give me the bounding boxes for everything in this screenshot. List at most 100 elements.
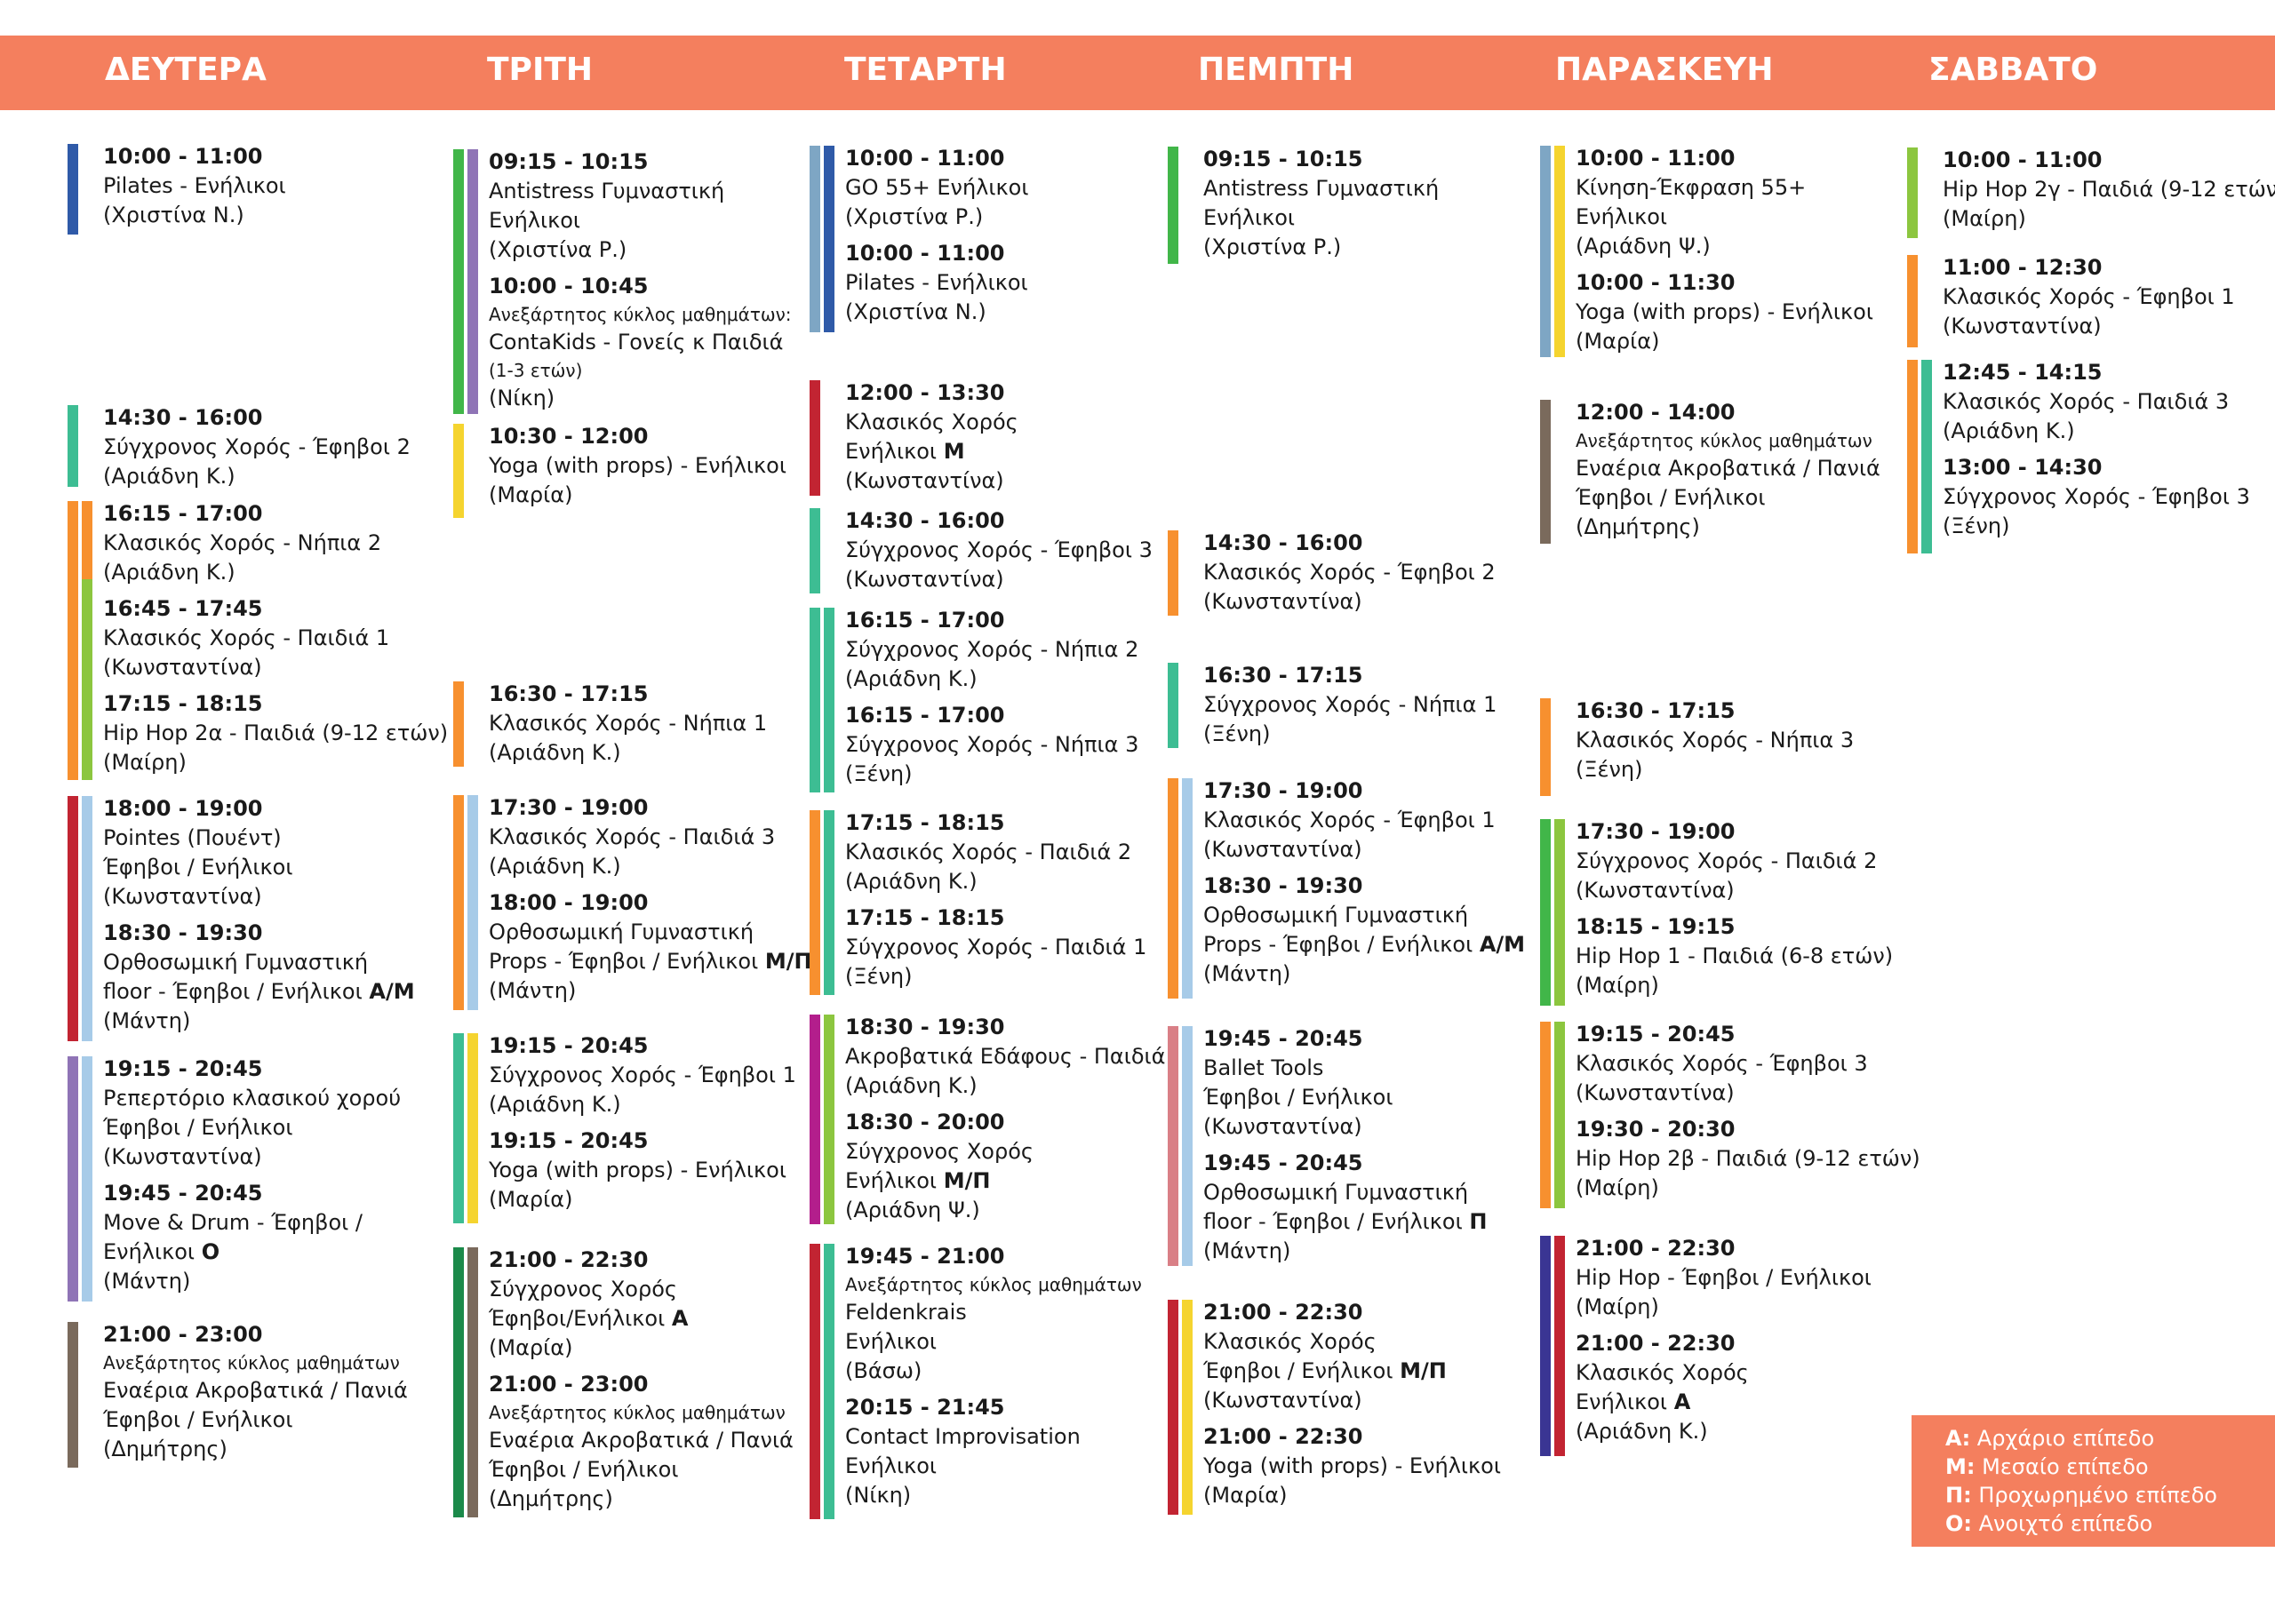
class-detail: (Χριστίνα Ρ.) bbox=[489, 237, 627, 262]
class-block: 14:30 - 16:00 Κλασικός Χορός - Έφηβοι 2 (Κ… bbox=[1168, 530, 1541, 616]
class-detail-with-level: Ενήλικοι Μ/Π bbox=[845, 1166, 1192, 1196]
class-detail: Σύγχρονος Χορός - Νήπια 3 bbox=[845, 732, 1139, 757]
class-entry: 19:45 - 21:00 Ανεξάρτητος κύκλος μαθημάτω… bbox=[845, 1242, 1192, 1386]
class-detail-with-level: floor - Έφηβοι / Ενήλικοι Π bbox=[1203, 1207, 1550, 1237]
class-block: 21:00 - 22:30 Hip Hop - Έφηβοι / Ενήλικοι… bbox=[1540, 1236, 1913, 1456]
color-bar-secondary bbox=[1182, 1026, 1193, 1266]
class-instructor: (Μάντη) bbox=[103, 1269, 191, 1294]
class-entries: 10:00 - 11:00 Pilates - Ενήλικοι (Χριστίνα… bbox=[103, 142, 450, 230]
class-detail-with-level: Props - Έφηβοι / Ενήλικοι Μ/Π bbox=[489, 947, 835, 976]
class-detail-with-level: floor - Έφηβοι / Ενήλικοι Α/Μ bbox=[103, 977, 450, 1007]
class-entry: 19:45 - 20:45 Ορθοσωμική Γυμναστική floor … bbox=[1203, 1149, 1550, 1266]
class-detail: (Νίκη) bbox=[845, 1483, 912, 1508]
class-entries: 11:00 - 12:30 Κλασικός Χορός - Έφηβοι 1 (Κ… bbox=[1943, 253, 2275, 341]
class-entry: 21:00 - 22:30 Κλασικός Χορός Ενήλικοι Α (Αρ… bbox=[1576, 1329, 1922, 1446]
class-detail-with-level: Έφηβοι / Ενήλικοι Μ/Π bbox=[1203, 1357, 1550, 1386]
class-entries: 21:00 - 22:30 Σύγχρονος Χορός Έφηβοι/Ενήλι… bbox=[489, 1246, 835, 1514]
class-detail: Σύγχρονος Χορός bbox=[845, 1139, 1034, 1164]
class-detail: (Κωνσταντίνα) bbox=[1203, 589, 1362, 614]
class-entry: 10:00 - 11:30 Yoga (with props) - Ενήλικο… bbox=[1576, 268, 1922, 356]
class-time: 19:45 - 20:45 bbox=[103, 1181, 263, 1206]
class-entry: 16:15 - 17:00 Σύγχρονος Χορός - Νήπια 2 (Α… bbox=[845, 606, 1192, 694]
class-entries: 16:15 - 17:00 Σύγχρονος Χορός - Νήπια 2 (Α… bbox=[845, 606, 1192, 789]
class-detail: (Μαίρη) bbox=[1576, 1175, 1659, 1200]
color-bar bbox=[1540, 1236, 1551, 1456]
class-entry: 18:30 - 19:30 Ακροβατικά Εδάφους - Παιδιά… bbox=[845, 1013, 1192, 1101]
color-bar-secondary bbox=[1921, 360, 1932, 553]
class-block: 21:00 - 22:30 Σύγχρονος Χορός Έφηβοι/Ενήλι… bbox=[453, 1247, 826, 1517]
class-detail: Hip Hop 2α - Παιδιά (9-12 ετών) bbox=[103, 720, 449, 745]
class-detail: Έφηβοι / Ενήλικοι bbox=[489, 1457, 679, 1482]
class-detail: (Ξένη) bbox=[845, 761, 913, 786]
class-detail: Σύγχρονος Χορός bbox=[489, 1277, 677, 1302]
class-block: 19:45 - 20:45 Ballet Tools Έφηβοι / Ενήλικ… bbox=[1168, 1026, 1541, 1266]
class-entry: 12:00 - 14:00 Ανεξάρτητος κύκλος μαθημάτω… bbox=[1576, 398, 1922, 542]
class-entries: 18:30 - 19:30 Ακροβατικά Εδάφους - Παιδιά… bbox=[845, 1013, 1192, 1225]
color-bar bbox=[1540, 146, 1551, 357]
class-time: 21:00 - 22:30 bbox=[489, 1247, 649, 1272]
class-detail: (Αριάδνη Κ.) bbox=[1943, 418, 2075, 443]
class-time: 19:45 - 21:00 bbox=[845, 1244, 1005, 1269]
class-time: 13:00 - 14:30 bbox=[1943, 455, 2103, 480]
color-bar-secondary bbox=[1554, 146, 1565, 357]
class-entry: 10:00 - 11:00 Pilates - Ενήλικοι (Χριστίνα… bbox=[103, 142, 450, 230]
day-title: ΠΑΡΑΣΚΕΥΗ bbox=[1555, 52, 1774, 88]
class-instructor: (Μάντη) bbox=[103, 1008, 191, 1033]
class-time: 16:15 - 17:00 bbox=[845, 703, 1005, 728]
class-entries: 21:00 - 23:00 Ανεξάρτητος κύκλος μαθημάτω… bbox=[103, 1320, 450, 1464]
color-bar bbox=[810, 146, 820, 332]
color-bar bbox=[1168, 1026, 1178, 1266]
class-entry: 09:15 - 10:15 Antistress Γυμναστική Ενήλικ… bbox=[489, 147, 835, 265]
color-bar bbox=[810, 608, 820, 792]
class-entries: 10:00 - 11:00 GO 55+ Ενήλικοι (Χριστίνα Ρ.… bbox=[845, 144, 1192, 327]
class-detail: (Αριάδνη Κ.) bbox=[103, 560, 235, 585]
color-bar-secondary bbox=[82, 501, 92, 579]
class-detail: (Κωνσταντίνα) bbox=[1576, 1080, 1735, 1105]
class-entries: 19:45 - 20:45 Ballet Tools Έφηβοι / Ενήλικ… bbox=[1203, 1024, 1550, 1266]
class-block: 10:00 - 11:00 Pilates - Ενήλικοι (Χριστίνα… bbox=[68, 144, 441, 235]
class-time: 16:30 - 17:15 bbox=[1576, 698, 1736, 723]
class-entry: 21:00 - 23:00 Ανεξάρτητος κύκλος μαθημάτω… bbox=[489, 1370, 835, 1514]
class-detail: Feldenkrais bbox=[845, 1300, 967, 1325]
level-code: Μ/Π bbox=[943, 1168, 991, 1193]
class-detail: Κλασικός Χορός bbox=[1203, 1329, 1377, 1354]
class-detail: (Δημήτρης) bbox=[489, 1486, 613, 1511]
class-entries: 14:30 - 16:00 Σύγχρονος Χορός - Έφηβοι 3 (… bbox=[845, 506, 1192, 594]
class-detail: (Αριάδνη Κ.) bbox=[845, 869, 978, 894]
class-block: 11:00 - 12:30 Κλασικός Χορός - Έφηβοι 1 (Κ… bbox=[1907, 255, 2275, 347]
class-detail: Contact Improvisation bbox=[845, 1424, 1081, 1449]
class-entries: 14:30 - 16:00 Σύγχρονος Χορός - Έφηβοι 2 (… bbox=[103, 403, 450, 491]
class-detail: (Αριάδνη Κ.) bbox=[103, 464, 235, 489]
class-entries: 16:30 - 17:15 Κλασικός Χορός - Νήπια 3 (Ξέ… bbox=[1576, 697, 1922, 784]
class-entries: 16:30 - 17:15 Σύγχρονος Χορός - Νήπια 1 (Ξ… bbox=[1203, 661, 1550, 749]
class-time: 19:15 - 20:45 bbox=[1576, 1022, 1736, 1047]
class-detail: (Μαίρη) bbox=[1943, 206, 2026, 231]
class-detail: (Αριάδνη Ψ.) bbox=[1576, 234, 1711, 259]
class-entries: 09:15 - 10:15 Antistress Γυμναστική Ενήλικ… bbox=[1203, 145, 1550, 262]
class-detail: (Αριάδνη Κ.) bbox=[845, 1073, 978, 1098]
class-detail-with-level: Ενήλικοι Α bbox=[1576, 1388, 1922, 1417]
class-time: 21:00 - 22:30 bbox=[1203, 1424, 1363, 1449]
class-time: 17:30 - 19:00 bbox=[489, 795, 649, 820]
color-bar bbox=[1540, 698, 1551, 796]
class-detail: Κλασικός Χορός - Παιδιά 2 bbox=[845, 840, 1132, 864]
class-entry: 10:30 - 12:00 Yoga (with props) - Ενήλικο… bbox=[489, 422, 835, 510]
class-detail: Props - Έφηβοι / Ενήλικοι bbox=[1203, 932, 1480, 957]
class-block: 19:15 - 20:45 Κλασικός Χορός - Έφηβοι 3 (Κ… bbox=[1540, 1022, 1920, 1208]
class-detail: Σύγχρονος Χορός - Νήπια 1 bbox=[1203, 692, 1497, 717]
color-bar bbox=[453, 424, 464, 518]
class-detail: Yoga (with props) - Ενήλικοι bbox=[489, 453, 786, 478]
class-entry: 21:00 - 22:30 Yoga (with props) - Ενήλικο… bbox=[1203, 1422, 1550, 1510]
class-block: 18:30 - 19:30 Ακροβατικά Εδάφους - Παιδιά… bbox=[810, 1015, 1183, 1224]
class-detail: Κλασικός Χορός - Έφηβοι 1 bbox=[1943, 284, 2235, 309]
class-detail: (Κωνσταντίνα) bbox=[1203, 837, 1362, 862]
class-block: 12:00 - 13:30 Κλασικός Χορός Ενήλικοι Μ (Κω… bbox=[810, 380, 1183, 496]
class-time: 16:15 - 17:00 bbox=[845, 608, 1005, 633]
class-detail: Hip Hop 1 - Παιδιά (6-8 ετών) bbox=[1576, 943, 1894, 968]
class-time: 18:30 - 19:30 bbox=[845, 1015, 1005, 1039]
class-detail: Props - Έφηβοι / Ενήλικοι bbox=[489, 949, 765, 974]
class-entry: 17:15 - 18:15 Hip Hop 2α - Παιδιά (9-12 ε… bbox=[103, 689, 450, 777]
class-time: 17:30 - 19:00 bbox=[1203, 778, 1363, 803]
class-entry: 16:30 - 17:15 Κλασικός Χορός - Νήπια 1 (Αρ… bbox=[489, 680, 835, 768]
level-code: Μ bbox=[943, 439, 965, 464]
